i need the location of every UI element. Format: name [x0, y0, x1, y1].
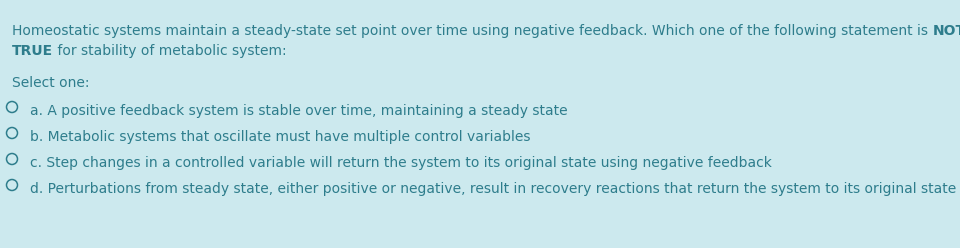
Text: TRUE: TRUE [12, 44, 53, 58]
Text: Select one:: Select one: [12, 76, 89, 90]
Text: for stability of metabolic system:: for stability of metabolic system: [53, 44, 287, 58]
Text: c. Step changes in a controlled variable will return the system to its original : c. Step changes in a controlled variable… [30, 156, 772, 170]
Text: a. A positive feedback system is stable over time, maintaining a steady state: a. A positive feedback system is stable … [30, 104, 567, 118]
Text: NOT: NOT [932, 24, 960, 38]
Text: d. Perturbations from steady state, either positive or negative, result in recov: d. Perturbations from steady state, eith… [30, 182, 956, 196]
Text: Homeostatic systems maintain a steady-state set point over time using negative f: Homeostatic systems maintain a steady-st… [12, 24, 932, 38]
Text: b. Metabolic systems that oscillate must have multiple control variables: b. Metabolic systems that oscillate must… [30, 130, 531, 144]
